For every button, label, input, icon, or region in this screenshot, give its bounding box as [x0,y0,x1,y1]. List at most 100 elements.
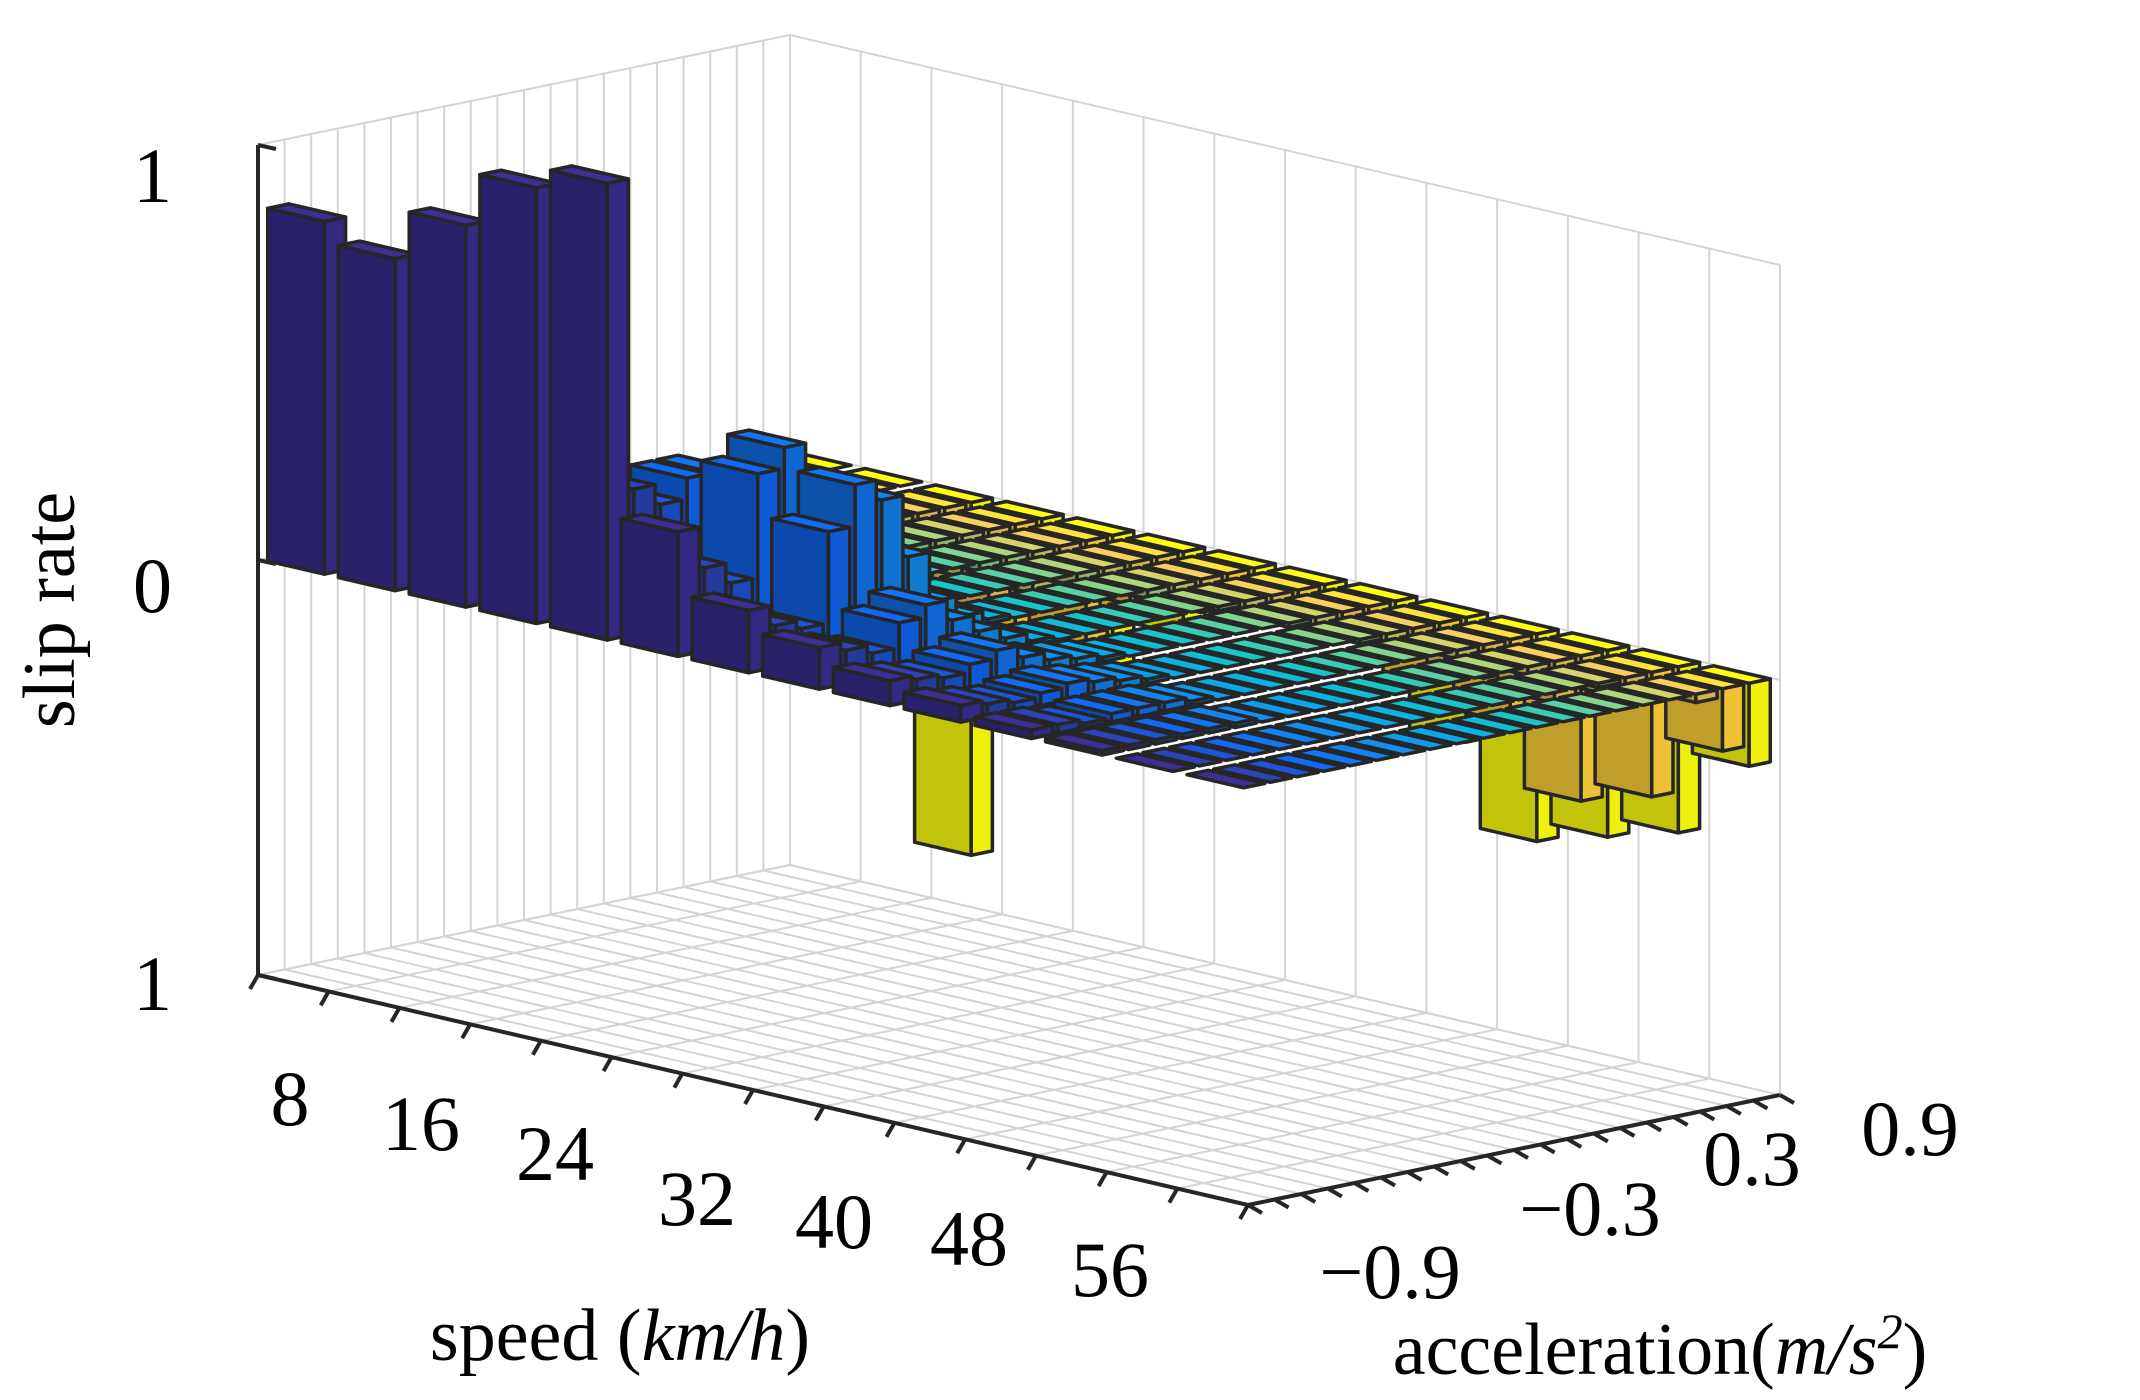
floor-grid-line [763,869,1754,1102]
bar-top-face [1353,702,1436,724]
bar-top-face [1106,598,1189,620]
bar [1195,642,1277,664]
bar-top-face [1238,757,1320,779]
floor-grid-line [337,957,1329,1190]
bar [1291,746,1374,768]
acceleration-axis-tick [1247,1203,1263,1215]
bar [1177,614,1259,636]
speed-axis-unit: km/h [642,1295,786,1377]
bar-side-face [760,632,822,691]
acceleration-axis-tick [1566,1137,1583,1149]
bar [336,239,419,593]
back-wall-grid-line [257,34,791,146]
bar-top-face [1371,730,1453,752]
bar-top-face [982,593,1065,615]
bar-top-face [1026,614,1109,636]
z-axis-tick [257,143,277,151]
acceleration-axis-tick [1725,1104,1742,1116]
speed-tick-label: 8 [271,1055,310,1142]
floor-grid-line [523,919,1515,1151]
speed-axis-title-text: speed [430,1295,599,1377]
bar-top-face [1345,642,1427,664]
side-wall-grid-line [789,34,1781,266]
bar [1247,724,1329,746]
speed-tick-label: 48 [930,1195,1008,1282]
bar [1477,708,1560,730]
bar-top-face [1062,576,1145,598]
bar [1424,719,1507,741]
bar [690,591,772,675]
acceleration-axis-tick [1539,1142,1556,1155]
bar-top-face [1424,719,1507,741]
bar-top-face [1274,719,1356,741]
speed-axis-tick [531,1039,543,1056]
floor-grid-line [497,924,1488,1157]
speed-axis-tick [884,1121,897,1138]
bar-top-face [938,571,1021,593]
speed-axis-tick [318,990,331,1007]
bar [842,466,924,488]
acceleration-axis-tick [1459,1159,1476,1171]
bar [1389,664,1471,686]
speed-axis-tick [460,1023,472,1040]
bar [1211,763,1294,785]
bar-top-face [1141,746,1223,768]
speed-axis-tick [672,1072,685,1089]
bar-top-face [1344,735,1427,757]
bar-side-face [831,665,892,708]
bar [1336,675,1418,697]
bar [831,661,914,708]
bar [1043,731,1126,757]
bar-top-face [1194,735,1276,757]
bar [1114,752,1196,774]
speed-axis-tick [1026,1154,1038,1171]
bar-top-face [1504,702,1586,724]
bar-top-face [1363,669,1445,691]
bar-top-face [1150,620,1233,642]
speed-axis-title-open-paren: ( [598,1295,641,1377]
floor-grid-line [656,891,1648,1124]
acceleration-axis-tick [1380,1175,1396,1188]
acceleration-axis-title-text: acceleration [1393,1309,1750,1391]
bar [1265,658,1348,680]
bar-top-face [1486,675,1569,697]
bar [548,164,631,642]
bar [1442,653,1525,675]
bar [1106,598,1189,620]
speed-axis-tick [955,1138,967,1155]
bar-top-face [1239,664,1321,686]
bar-top-face [842,466,924,488]
acceleration-axis-tick [1433,1164,1450,1177]
bar-top-face [1036,582,1118,604]
z-tick-label-zero: 0 [133,542,172,629]
bar-top-face [1265,658,1348,680]
bar [991,560,1074,582]
bar [1248,631,1330,653]
floor-grid-line [310,963,1302,1195]
bar-side-face [619,516,680,659]
bar-top-face [1283,686,1365,708]
acceleration-axis-tick [1406,1170,1423,1182]
floor-grid-line [443,935,1435,1168]
bar-top-face [1212,669,1294,691]
bar-side-face [407,210,468,609]
floor-grid-line [736,875,1728,1107]
acceleration-axis-tick [1300,1192,1317,1204]
bar-top-face [1372,636,1454,658]
bar-top-face [1185,675,1268,697]
bar [1185,768,1267,790]
bar-top-face [1610,680,1693,702]
bar-top-face [1336,675,1418,697]
bar-top-face [1407,691,1489,713]
bar [902,686,984,724]
bar [1531,697,1613,719]
acceleration-axis-title: acceleration(m/s2) [1393,1303,1928,1391]
acceleration-tick-label: 0.3 [1703,1115,1801,1202]
bar [1371,730,1453,752]
bar-top-face [1416,658,1498,680]
bar-top-face [1211,763,1294,785]
bar [1141,653,1224,675]
bar-top-face [1265,752,1347,774]
bar [1220,730,1303,752]
